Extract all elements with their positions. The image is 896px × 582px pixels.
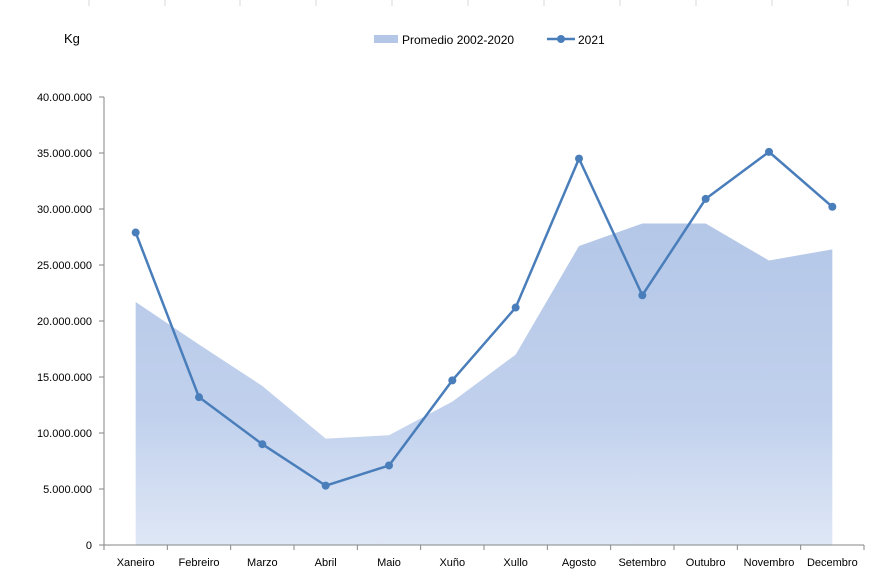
line-point (385, 461, 393, 470)
x-tick-label: Xuño (439, 557, 465, 569)
y-tick-label: 10.000.000 (37, 428, 92, 440)
line-point (575, 154, 583, 163)
line-point (195, 393, 203, 402)
x-tick-label: Marzo (247, 557, 278, 569)
x-tick-label: Abril (315, 557, 337, 569)
line-point (638, 291, 647, 300)
y-tick-label: 20.000.000 (37, 316, 92, 328)
y-tick-label: 25.000.000 (37, 260, 92, 272)
line-point (828, 202, 837, 211)
legend-label-2021: 2021 (578, 33, 605, 47)
x-tick-label: Xaneiro (117, 557, 155, 569)
x-tick-label: Agosto (562, 557, 596, 569)
x-tick-labels: Xaneiro Febreiro Marzo Abril Maio Xuño Xullo Ag… (103, 545, 865, 569)
y-axis-label: Kg (64, 31, 80, 46)
y-tick-label: 40.000.000 (37, 92, 92, 104)
line-point (448, 376, 457, 385)
x-tick-label: Xullo (503, 557, 527, 569)
x-tick-label: Febreiro (179, 557, 220, 569)
y-tick-label: 15.000.000 (37, 372, 92, 384)
y-tick-label: 30.000.000 (37, 204, 92, 216)
line-point (321, 481, 330, 490)
y-tick-labels: 0 5.000.000 10.000.000 15.000.000 20.000.000… (37, 92, 104, 552)
x-tick-label: Novembro (744, 557, 795, 569)
x-tick-label: Decembro (807, 557, 858, 569)
line-series-2021 (134, 150, 834, 487)
legend: Promedio 2002-2020 2021 (374, 33, 605, 47)
legend-marker (557, 35, 565, 43)
legend-label-average: Promedio 2002-2020 (402, 33, 514, 47)
line-point (701, 194, 710, 203)
x-tick-label: Outubro (686, 557, 726, 569)
line-markers-2021 (131, 147, 837, 490)
line-point (131, 228, 140, 237)
x-tick-label: Maio (377, 557, 401, 569)
area-series-average (135, 223, 833, 545)
y-tick-label: 0 (86, 540, 92, 552)
line-point (258, 440, 267, 449)
x-tick-label: Setembro (618, 557, 666, 569)
line-point (511, 303, 520, 312)
top-frame-ticks (88, 0, 849, 6)
y-tick-label: 5.000.000 (43, 484, 92, 496)
legend-area-swatch (374, 35, 398, 43)
line-point (765, 147, 773, 156)
y-tick-label: 35.000.000 (37, 148, 92, 160)
